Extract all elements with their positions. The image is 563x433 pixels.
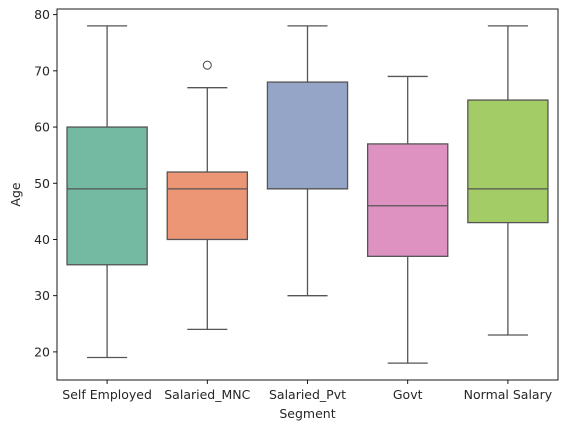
x-tick-label: Salaried_Pvt: [269, 387, 346, 402]
y-axis: 20 30 40 50 60 70 80: [34, 7, 57, 359]
iqr-box: [366, 143, 449, 257]
x-tick-label: Normal Salary: [464, 387, 553, 402]
y-tick-label: 80: [34, 7, 50, 22]
iqr-box: [166, 171, 249, 241]
x-tick-label: Salaried_MNC: [164, 387, 250, 402]
x-axis: Self Employed Salaried_MNC Salaried_Pvt Gov…: [62, 380, 553, 402]
y-tick-label: 40: [34, 232, 50, 247]
box-3: [366, 75, 449, 364]
y-axis-label: Age: [8, 182, 23, 206]
box-2: [266, 25, 349, 297]
plot-area: [66, 25, 549, 364]
iqr-box: [66, 126, 148, 266]
y-tick-label: 50: [34, 176, 50, 191]
box-4: [467, 25, 549, 336]
outlier-point: [202, 60, 212, 70]
box-0: [66, 25, 148, 359]
x-tick-label: Govt: [393, 387, 423, 402]
x-axis-label: Segment: [279, 406, 335, 421]
box-1: [166, 60, 249, 331]
y-tick-label: 60: [34, 120, 50, 135]
iqr-box: [266, 81, 349, 190]
y-tick-label: 70: [34, 63, 50, 78]
iqr-box: [467, 99, 549, 224]
y-tick-label: 20: [34, 344, 50, 359]
x-tick-label: Self Employed: [62, 387, 152, 402]
y-tick-label: 30: [34, 288, 50, 303]
